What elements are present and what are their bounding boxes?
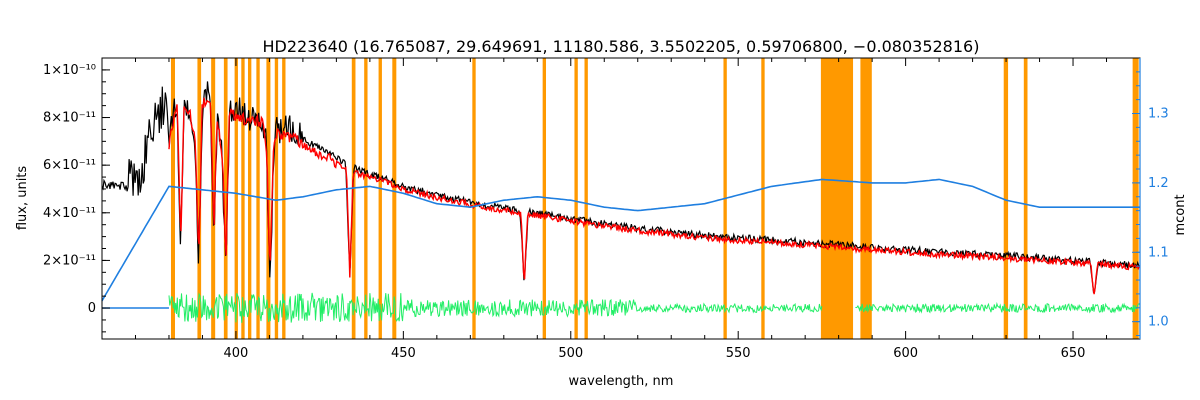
masked-region	[223, 58, 228, 339]
x-axis-label: wavelength, nm	[569, 374, 674, 389]
masked-region	[820, 58, 854, 339]
masked-region	[584, 58, 588, 339]
masked-region	[761, 58, 765, 339]
x-tick-label: 500	[558, 346, 583, 361]
masked-region	[247, 58, 252, 339]
y-tick-label: 8×10⁻¹¹	[43, 111, 96, 126]
y-axis-label: flux, units	[15, 166, 30, 231]
y2-axis-label: mcont	[1173, 194, 1188, 235]
y-tick-label: 0	[88, 301, 96, 316]
x-tick-label: 550	[726, 346, 751, 361]
x-tick-label: 600	[893, 346, 918, 361]
masked-region	[472, 58, 476, 339]
masked-region	[197, 58, 202, 339]
y2-axis-ticks: 1.0 1.1 1.2 1.3	[1132, 58, 1169, 339]
chart-series	[101, 81, 1141, 323]
y-tick-label: 6×10⁻¹¹	[43, 158, 96, 173]
masked-region	[860, 58, 872, 339]
masked-region	[364, 58, 368, 339]
masked-region	[234, 58, 238, 339]
y2-tick-label: 1.1	[1148, 245, 1169, 260]
masked-region	[542, 58, 546, 339]
x-tick-label: 450	[391, 346, 416, 361]
x-tick-label: 400	[224, 346, 249, 361]
masked-region	[1003, 58, 1009, 339]
y2-tick-label: 1.2	[1148, 176, 1169, 191]
y2-tick-label: 1.3	[1148, 107, 1169, 122]
y-tick-label: 4×10⁻¹¹	[43, 206, 96, 221]
masked-regions	[170, 58, 1139, 339]
masked-region	[392, 58, 397, 339]
model-flux-line	[168, 97, 1140, 295]
y-tick-label: 2×10⁻¹¹	[43, 253, 96, 268]
residuals-line	[168, 292, 1141, 323]
masked-region	[1023, 58, 1028, 339]
masked-region	[256, 58, 260, 339]
y2-tick-label: 1.0	[1148, 315, 1169, 330]
masked-region	[574, 58, 578, 339]
masked-region	[241, 58, 245, 339]
x-tick-label: 650	[1061, 346, 1086, 361]
continuum-line	[101, 178, 1140, 302]
masked-region	[351, 58, 356, 339]
masked-region	[378, 58, 382, 339]
y-axis-ticks: 0 2×10⁻¹¹ 4×10⁻¹¹ 6×10⁻¹¹ 8×10⁻¹¹ 1×10⁻¹⁰	[43, 63, 110, 333]
masked-region	[1132, 58, 1139, 339]
x-axis-ticks: 400 450 500 550 600 650	[101, 58, 1141, 361]
y-tick-label: 1×10⁻¹⁰	[43, 63, 96, 78]
chart-title: HD223640 (16.765087, 29.649691, 11180.58…	[263, 37, 980, 56]
masked-region	[274, 58, 279, 339]
masked-region	[170, 58, 175, 339]
